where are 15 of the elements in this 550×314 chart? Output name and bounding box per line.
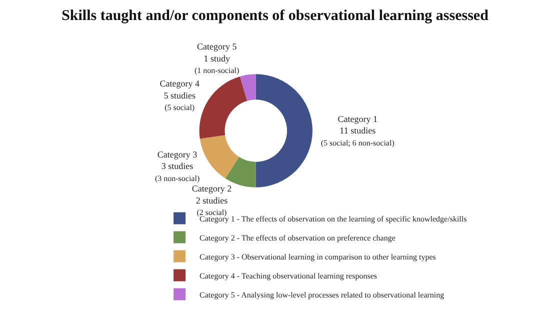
data-label: Category 4 5 studies (5 social)	[160, 78, 200, 112]
data-label: Category 1 11 studies (5 social; 6 non-social)	[320, 114, 395, 148]
data-label: Category 5 1 study (1 non-social)	[194, 42, 240, 76]
chart-title: Skills taught and/or components of observational learning assessed	[62, 8, 490, 24]
donut-slice	[199, 76, 248, 139]
data-label: Category 3 3 studies (3 non-social)	[154, 150, 200, 183]
donut-slice	[225, 156, 256, 188]
legend-label: Category 3 - Observational learning in comparison to other learning types	[200, 252, 436, 262]
legend-label: Category 2 - The effects of observation on preference change	[200, 233, 396, 242]
donut-slice	[240, 74, 256, 101]
donut-slice	[200, 135, 240, 178]
legend-label: Category 5 - Analysing low-level processes related to observational learning	[200, 290, 444, 300]
donut-slice	[256, 74, 312, 188]
data-label: Category 2 2 studies (2 social)	[192, 184, 232, 218]
legend-label: Category 4 - Teaching observational learning responses	[200, 271, 378, 280]
